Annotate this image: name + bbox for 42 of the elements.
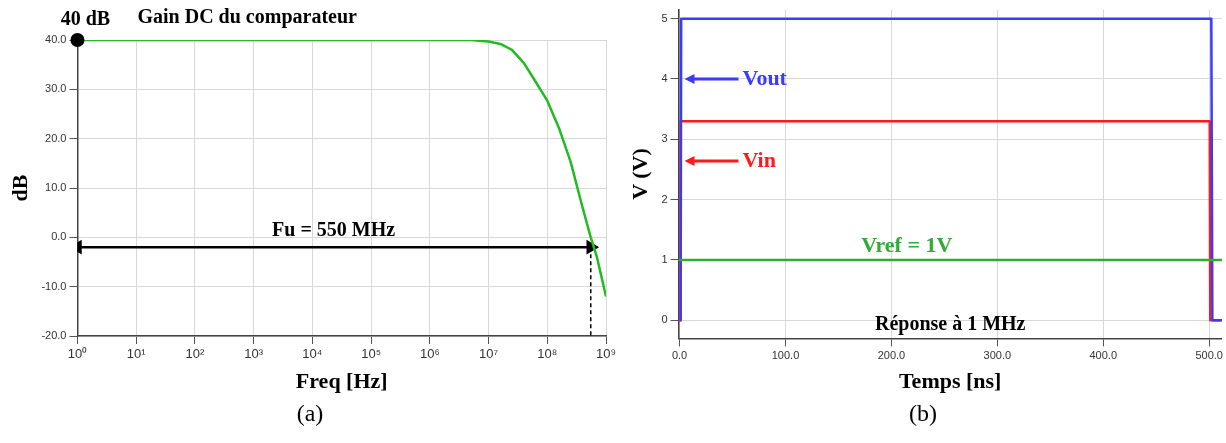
x-tick-label: 10⁰ <box>67 346 88 362</box>
x-axis-title: Freq [Hz] <box>295 368 388 394</box>
x-tick-label: 200.0 <box>877 349 906 362</box>
legend-label: Vin <box>742 146 776 172</box>
x-tick-label: 10⁸ <box>537 346 558 362</box>
y-tick-label: -10.0 <box>41 279 67 292</box>
y-tick-label: 5 <box>661 11 668 24</box>
x-tick-label: 400.0 <box>1089 349 1118 362</box>
text: Réponse à 1 MHz <box>874 311 1026 335</box>
y-tick-label: 10.0 <box>45 181 67 194</box>
y-axis-title: dB <box>6 174 32 202</box>
ref-line-label: Vref = 1V <box>861 231 953 257</box>
text: (a) <box>295 400 325 427</box>
y-tick-label: -20.0 <box>41 329 67 342</box>
y-tick-label: 0.0 <box>51 230 67 243</box>
y-tick-label: 3 <box>661 132 668 145</box>
y-tick-label: 1 <box>661 253 668 265</box>
y-tick-label: 2 <box>661 192 668 205</box>
x-tick-label: 10⁹ <box>595 346 617 362</box>
text: (b) <box>908 400 938 427</box>
legend-label: Vout <box>742 64 788 90</box>
y-axis-title: V (V) <box>626 148 652 200</box>
x-tick-label: 0.0 <box>671 349 688 362</box>
x-tick-label: 10¹ <box>126 346 147 362</box>
x-tick-label: 500.0 <box>1195 349 1223 362</box>
x-tick-label: 10² <box>185 346 205 362</box>
y-tick-label: 20.0 <box>45 131 67 144</box>
x-tick-label: 100.0 <box>771 349 800 362</box>
x-tick-label: 10⁵ <box>361 346 382 362</box>
x-tick-label: 10⁷ <box>478 346 499 362</box>
x-tick-label: 10⁶ <box>419 346 440 362</box>
y-tick-label: 30.0 <box>45 82 67 95</box>
y-tick-label: 0 <box>661 313 668 326</box>
y-tick-label: 40.0 <box>45 33 67 46</box>
chart-title: Gain DC du comparateur <box>137 5 358 29</box>
x-tick-label: 300.0 <box>983 349 1012 362</box>
annotation: 40 dB <box>60 7 111 30</box>
x-axis-title: Temps [ns] <box>898 368 1002 394</box>
y-tick-label: 4 <box>661 72 668 85</box>
annotation: Fu = 550 MHz <box>272 218 396 241</box>
x-tick-label: 10⁴ <box>302 346 323 362</box>
x-tick-label: 10³ <box>244 346 264 362</box>
